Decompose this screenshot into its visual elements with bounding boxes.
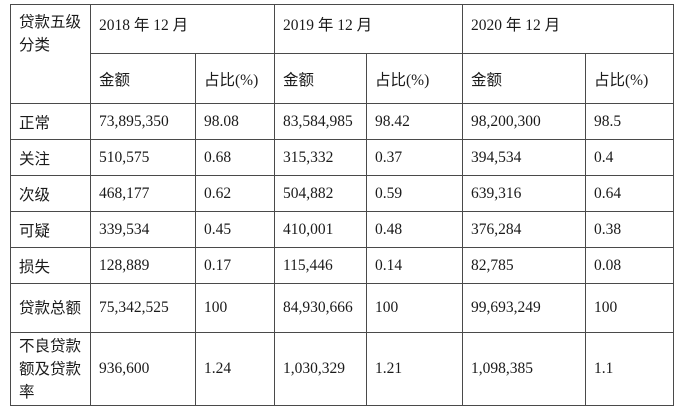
row-label: 损失 xyxy=(10,247,91,284)
table-row: 次级 468,177 0.62 504,882 0.59 639,316 0.6… xyxy=(10,175,674,212)
sub-header-amount: 金额 xyxy=(90,53,196,104)
amount-cell: 98,200,300 xyxy=(462,103,586,140)
ratio-cell: 0.62 xyxy=(195,175,275,212)
amount-cell: 936,600 xyxy=(90,332,196,406)
row-label: 不良贷款额及贷款率 xyxy=(10,332,91,406)
ratio-cell: 100 xyxy=(195,283,275,333)
amount-cell: 504,882 xyxy=(274,175,367,212)
sub-header-ratio: 占比(%) xyxy=(195,53,275,104)
year-header-2020: 2020 年 12 月 xyxy=(462,4,674,54)
amount-cell: 394,534 xyxy=(462,139,586,176)
amount-cell: 128,889 xyxy=(90,247,196,284)
amount-cell: 83,584,985 xyxy=(274,103,367,140)
corner-header-cell: 贷款五级分类 xyxy=(10,4,91,104)
ratio-cell: 100 xyxy=(366,283,463,333)
row-label: 正常 xyxy=(10,103,91,140)
table-row-total: 贷款总额 75,342,525 100 84,930,666 100 99,69… xyxy=(10,283,674,333)
table-row: 正常 73,895,350 98.08 83,584,985 98.42 98,… xyxy=(10,103,674,140)
ratio-cell: 98.42 xyxy=(366,103,463,140)
ratio-cell: 0.4 xyxy=(585,139,674,176)
sub-header-ratio: 占比(%) xyxy=(366,53,463,104)
amount-cell: 339,534 xyxy=(90,211,196,248)
header-row-years: 贷款五级分类 2018 年 12 月 2019 年 12 月 2020 年 12… xyxy=(10,4,674,104)
loan-classification-table-container: 贷款五级分类 2018 年 12 月 2019 年 12 月 2020 年 12… xyxy=(10,4,674,406)
ratio-cell: 0.64 xyxy=(585,175,674,212)
row-label: 次级 xyxy=(10,175,91,212)
table-row: 可疑 339,534 0.45 410,001 0.48 376,284 0.3… xyxy=(10,211,674,248)
table-row: 损失 128,889 0.17 115,446 0.14 82,785 0.08 xyxy=(10,247,674,284)
sub-header-ratio: 占比(%) xyxy=(585,53,674,104)
table-row: 关注 510,575 0.68 315,332 0.37 394,534 0.4 xyxy=(10,139,674,176)
amount-cell: 84,930,666 xyxy=(274,283,367,333)
amount-cell: 115,446 xyxy=(274,247,367,284)
ratio-cell: 1.21 xyxy=(366,332,463,406)
ratio-cell: 0.08 xyxy=(585,247,674,284)
ratio-cell: 0.45 xyxy=(195,211,275,248)
amount-cell: 73,895,350 xyxy=(90,103,196,140)
amount-cell: 410,001 xyxy=(274,211,367,248)
header-row-metrics: 金额 占比(%) 金额 占比(%) 金额 占比(%) xyxy=(11,53,674,104)
ratio-cell: 98.08 xyxy=(195,103,275,140)
year-header-2019: 2019 年 12 月 xyxy=(274,4,463,54)
amount-cell: 75,342,525 xyxy=(90,283,196,333)
amount-cell: 468,177 xyxy=(90,175,196,212)
sub-header-amount: 金额 xyxy=(274,53,367,104)
ratio-cell: 1.1 xyxy=(585,332,674,406)
amount-cell: 639,316 xyxy=(462,175,586,212)
amount-cell: 82,785 xyxy=(462,247,586,284)
year-header-2018: 2018 年 12 月 xyxy=(90,4,275,54)
ratio-cell: 98.5 xyxy=(585,103,674,140)
ratio-cell: 0.59 xyxy=(366,175,463,212)
row-label: 可疑 xyxy=(10,211,91,248)
amount-cell: 1,030,329 xyxy=(274,332,367,406)
ratio-cell: 0.17 xyxy=(195,247,275,284)
loan-classification-table: 贷款五级分类 2018 年 12 月 2019 年 12 月 2020 年 12… xyxy=(10,4,674,406)
amount-cell: 99,693,249 xyxy=(462,283,586,333)
table-row-npl: 不良贷款额及贷款率 936,600 1.24 1,030,329 1.21 1,… xyxy=(10,332,674,406)
ratio-cell: 0.68 xyxy=(195,139,275,176)
amount-cell: 315,332 xyxy=(274,139,367,176)
ratio-cell: 100 xyxy=(585,283,674,333)
amount-cell: 510,575 xyxy=(90,139,196,176)
amount-cell: 1,098,385 xyxy=(462,332,586,406)
ratio-cell: 0.48 xyxy=(366,211,463,248)
ratio-cell: 0.38 xyxy=(585,211,674,248)
row-label: 贷款总额 xyxy=(10,283,91,333)
ratio-cell: 0.14 xyxy=(366,247,463,284)
sub-header-amount: 金额 xyxy=(462,53,586,104)
ratio-cell: 0.37 xyxy=(366,139,463,176)
ratio-cell: 1.24 xyxy=(195,332,275,406)
amount-cell: 376,284 xyxy=(462,211,586,248)
row-label: 关注 xyxy=(10,139,91,176)
